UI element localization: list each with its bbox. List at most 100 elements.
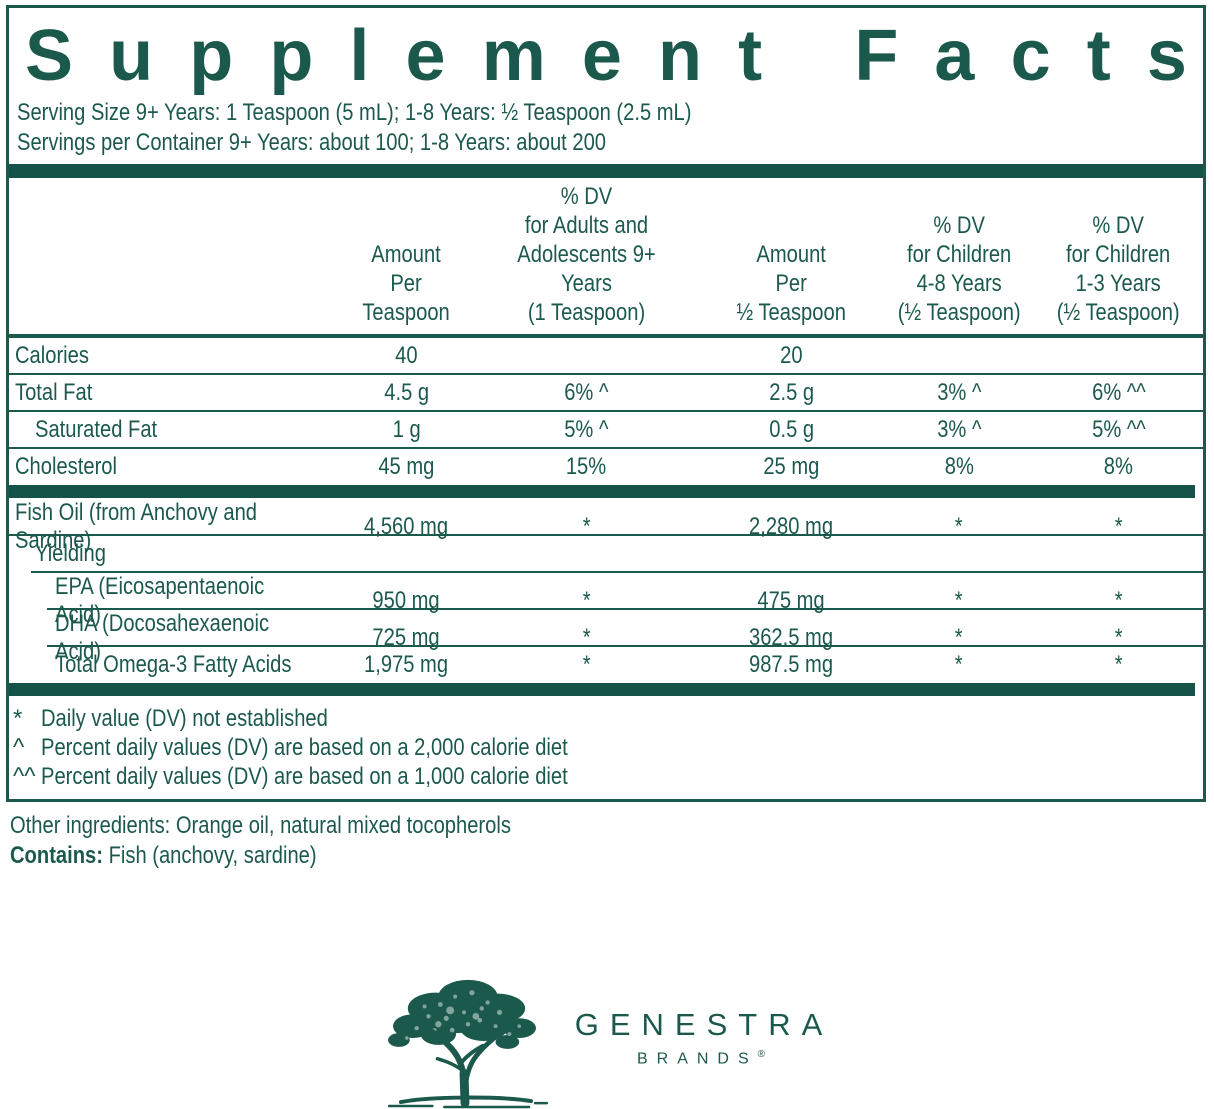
contains-label: Contains: <box>10 842 103 869</box>
header-cell-dv-adults: % DV for Adults and Adolescents 9+ Years… <box>517 183 656 326</box>
row-value: 20 <box>780 341 803 369</box>
header-cell-dv-children-4-8: % DV for Children 4-8 Years (½ Teaspoon) <box>897 212 1021 326</box>
row-value <box>1034 342 1203 370</box>
contains-value: Fish (anchovy, sardine) <box>102 842 317 869</box>
row-value <box>1034 540 1203 568</box>
row-value: * <box>955 650 963 678</box>
row-value: 40 <box>395 341 418 369</box>
table-row: Yielding <box>9 536 1203 571</box>
row-value: 950 mg <box>372 587 441 614</box>
row-value: * <box>1114 650 1123 678</box>
row-value: 987.5 mg <box>749 650 834 678</box>
row-divider <box>9 410 1203 412</box>
registered-trademark-icon: ® <box>757 1049 766 1061</box>
brand-subtitle: BRANDS® <box>636 1049 766 1068</box>
row-value: 725 mg <box>372 624 441 651</box>
ingredients-section: Other ingredients: Orange oil, natural m… <box>10 811 1214 871</box>
header-cell-dv-children-1-3: % DV for Children 1-3 Years (½ Teaspoon) <box>1057 212 1180 326</box>
table-row: EPA (Eicosapentaenoic Acid) 950 mg * 475 mg… <box>9 573 1203 628</box>
row-value <box>884 342 1034 370</box>
footnote-dv-not-established: * Daily value (DV) not established <box>13 704 1197 733</box>
row-label: EPA (Eicosapentaenoic Acid) <box>55 573 265 628</box>
row-label: DHA (Docosahexaenoic Acid) <box>55 610 270 665</box>
row-divider <box>31 571 1203 573</box>
row-value: 3% ^ <box>936 415 982 443</box>
row-value: * <box>582 513 591 540</box>
row-value: 4,560 mg <box>364 513 449 540</box>
row-divider <box>9 447 1203 449</box>
serving-info: Serving Size 9+ Years: 1 Teaspoon (5 mL)… <box>17 98 1203 158</box>
row-value: * <box>582 650 591 678</box>
row-value: 6% ^ <box>564 378 609 406</box>
row-value: * <box>1114 587 1123 614</box>
table-row: Total Omega-3 Fatty Acids 1,975 mg * 987.5 … <box>9 647 1203 682</box>
row-value: 25 mg <box>763 452 820 480</box>
table-row: Total Fat 4.5 g 6% ^ 2.5 g 3% ^ 6% ^^ <box>9 375 1203 410</box>
table-header-row: Amount Per Teaspoon % DV for Adults and … <box>9 178 1203 334</box>
table-row: Fish Oil (from Anchovy and Sardine) 4,560… <box>9 499 1203 554</box>
row-value: * <box>1114 513 1123 540</box>
footnote-text: Percent daily values (DV) are based on a… <box>41 763 568 790</box>
other-ingredients-line: Other ingredients: Orange oil, natural m… <box>10 812 511 839</box>
row-label: Total Omega-3 Fatty Acids <box>55 650 292 678</box>
footnote-marker: * <box>13 705 23 732</box>
row-value: * <box>955 587 963 614</box>
row-divider <box>47 645 1203 647</box>
row-value: 0.5 g <box>769 415 814 443</box>
header-underline <box>9 334 1203 338</box>
servings-per-container-line: Servings per Container 9+ Years: about 1… <box>17 129 606 156</box>
contains-line: Contains: Fish (anchovy, sardine) <box>10 841 1214 871</box>
table-row: Calories 40 20 <box>9 338 1203 373</box>
footnotes: * Daily value (DV) not established ^ Per… <box>9 697 1203 799</box>
row-label: Total Fat <box>15 378 93 406</box>
row-label: Saturated Fat <box>35 415 158 443</box>
genestra-tree-logo <box>387 979 548 1109</box>
row-value: 1 g <box>392 415 421 443</box>
footnote-2000-calorie: ^ Percent daily values (DV) are based on… <box>13 733 1197 762</box>
genestra-brands-logo: GENESTRA BRANDS® <box>0 967 1214 1109</box>
section-divider-bar <box>9 683 1195 696</box>
row-value: 362.5 mg <box>749 624 834 651</box>
footnote-1000-calorie: ^^ Percent daily values (DV) are based o… <box>13 762 1197 791</box>
row-divider <box>47 608 1203 610</box>
row-label: Cholesterol <box>15 452 117 480</box>
row-value: 6% ^^ <box>1091 378 1146 406</box>
row-divider <box>9 373 1203 375</box>
row-value <box>699 540 884 568</box>
row-label: Yielding <box>35 539 106 567</box>
footnote-text: Daily value (DV) not established <box>41 705 328 732</box>
thick-divider-bar-top <box>9 164 1203 178</box>
row-value: 5% ^^ <box>1091 415 1146 443</box>
row-value: 8% <box>1103 452 1134 480</box>
row-value: 1,975 mg <box>364 650 449 678</box>
row-label: Calories <box>15 341 89 369</box>
row-value: * <box>582 624 591 651</box>
row-value: 3% ^ <box>936 378 982 406</box>
footnote-text: Percent daily values (DV) are based on a… <box>41 734 568 761</box>
table-row: Cholesterol 45 mg 15% 25 mg 8% 8% <box>9 449 1203 484</box>
brand-name: GENESTRA <box>574 1007 834 1043</box>
row-divider <box>9 534 1203 536</box>
row-value <box>884 540 1034 568</box>
row-value: 8% <box>944 452 974 480</box>
row-value: * <box>955 513 963 540</box>
row-value <box>339 540 474 568</box>
row-label: Fish Oil (from Anchovy and Sardine) <box>15 499 258 554</box>
header-cell-amount-half-teaspoon: Amount Per ½ Teaspoon <box>736 241 847 326</box>
logo-text: GENESTRA BRANDS® <box>569 1007 834 1068</box>
row-value: * <box>955 624 963 651</box>
row-value: 45 mg <box>378 452 435 480</box>
row-value <box>474 342 699 370</box>
table-row: DHA (Docosahexaenoic Acid) 725 mg * 362.5 m… <box>9 610 1203 665</box>
table-row: Saturated Fat 1 g 5% ^ 0.5 g 3% ^ 5% ^^ <box>9 412 1203 447</box>
serving-size-line: Serving Size 9+ Years: 1 Teaspoon (5 mL)… <box>17 99 692 126</box>
row-value: 475 mg <box>757 587 826 614</box>
row-value <box>474 540 699 568</box>
footnote-marker: ^ <box>13 734 25 761</box>
row-value: * <box>1114 624 1123 651</box>
table-body: Calories 40 20 Total Fat 4.5 g 6% ^ 2.5 g 3% ^ 6… <box>9 338 1203 696</box>
footnote-marker: ^^ <box>13 763 36 790</box>
section-divider-bar <box>9 485 1195 498</box>
